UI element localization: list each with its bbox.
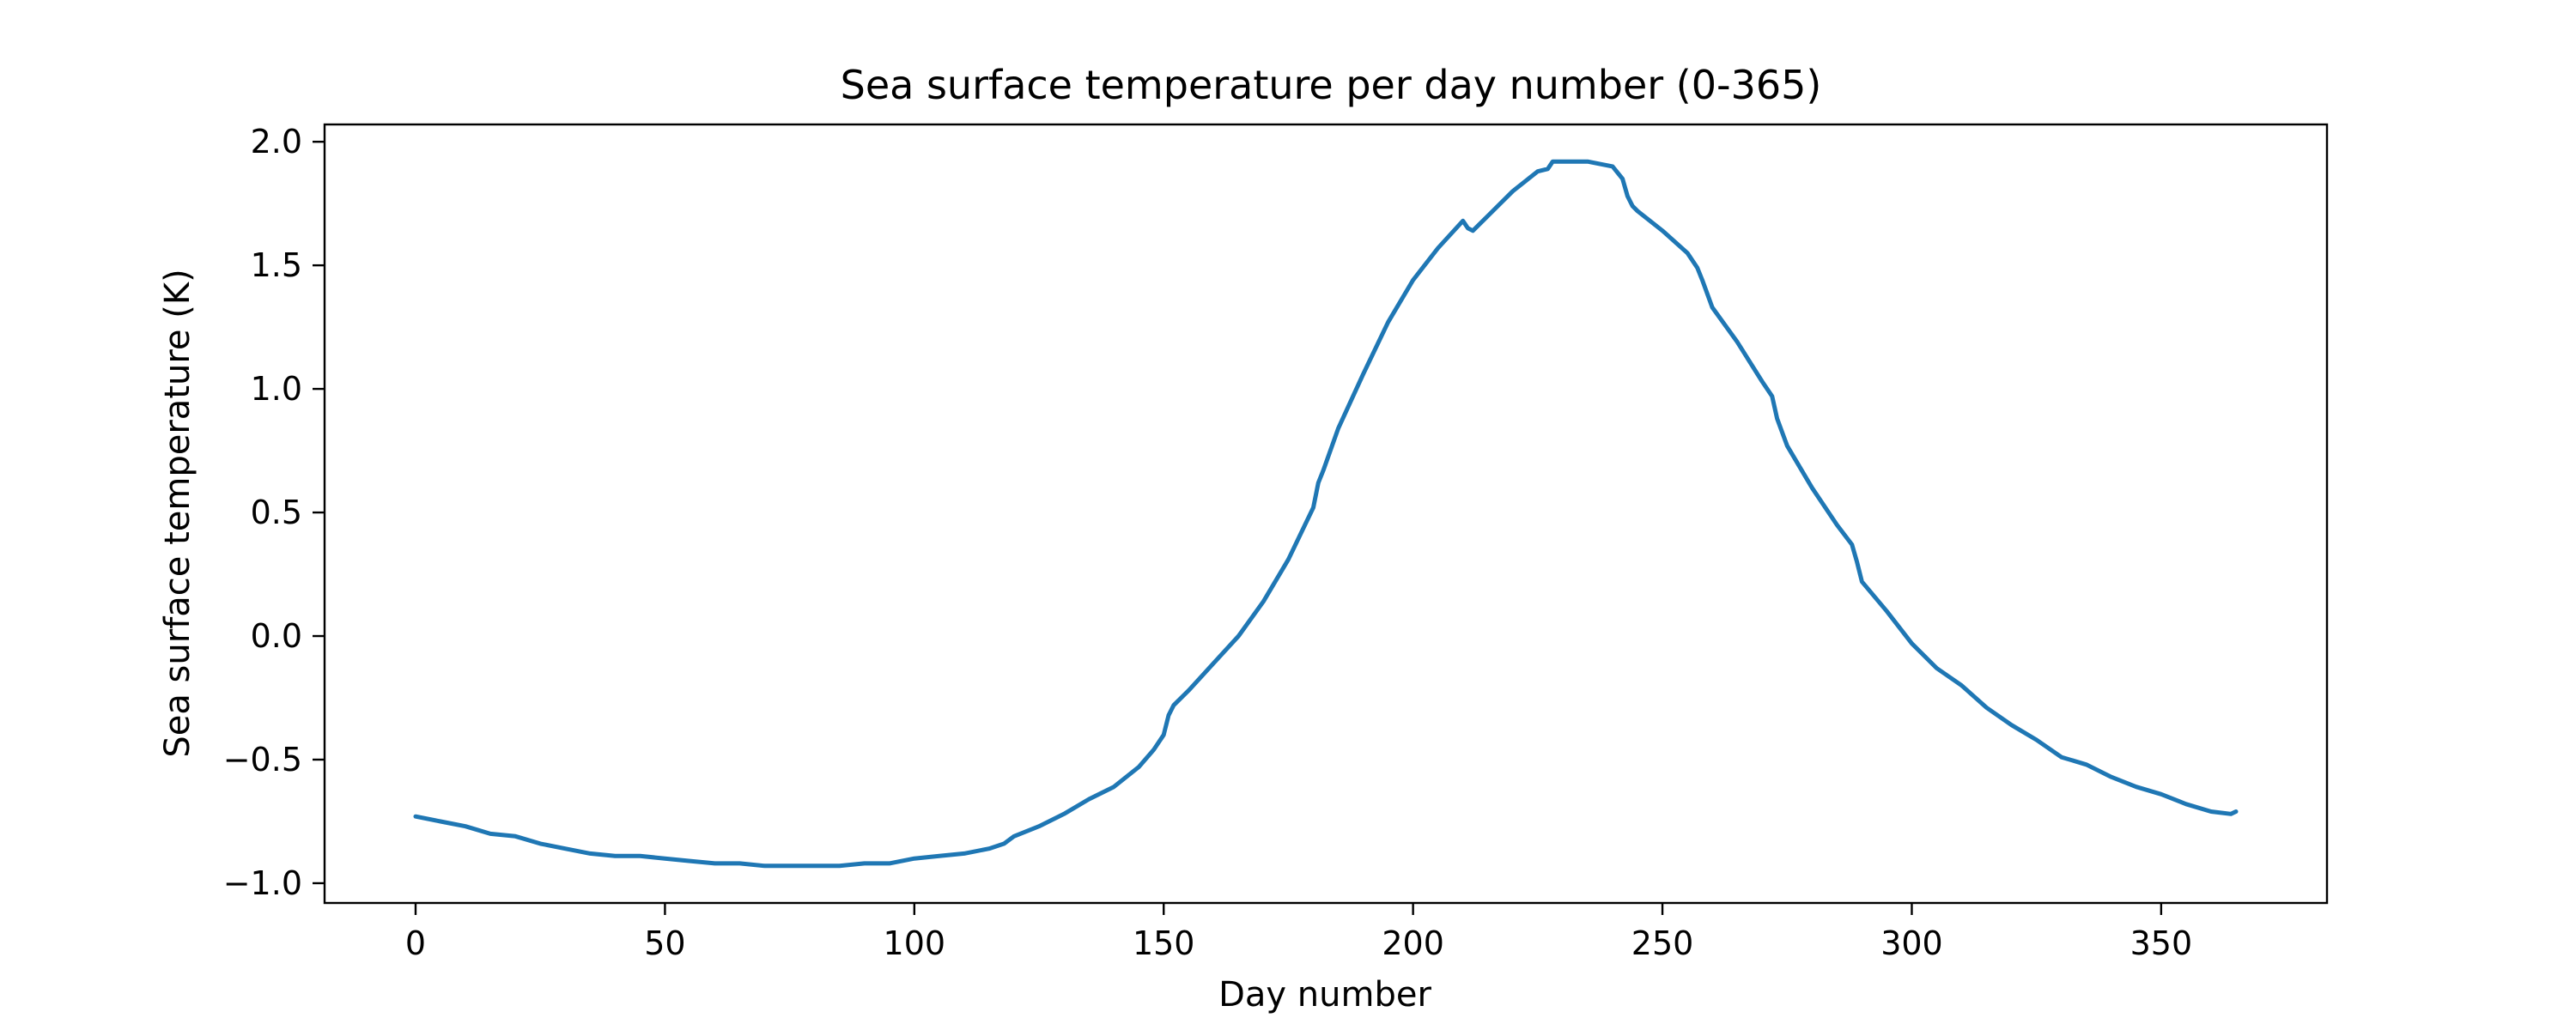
y-tick-label: −1.0 xyxy=(223,864,302,902)
x-axis-label: Day number xyxy=(1218,975,1431,1015)
x-tick-label: 300 xyxy=(1880,924,1943,962)
y-tick-label: 1.0 xyxy=(251,370,302,408)
y-tick-label: 0.5 xyxy=(251,494,302,531)
x-tick-label: 350 xyxy=(2130,924,2193,962)
x-tick-label: 150 xyxy=(1133,924,1195,962)
x-tick-label: 0 xyxy=(405,924,426,962)
y-tick-label: 0.0 xyxy=(251,617,302,655)
x-tick-label: 250 xyxy=(1631,924,1694,962)
y-tick-label: −0.5 xyxy=(223,741,302,779)
plot-area: 0 50 100 150 200 250 300 350 −1.0 −0.5 0.0 0.5 1.0 1… xyxy=(223,123,2329,962)
y-tick-label: 1.5 xyxy=(251,246,302,284)
x-tick-label: 100 xyxy=(884,924,946,962)
y-axis: −1.0 −0.5 0.0 0.5 1.0 1.5 2.0 xyxy=(223,123,325,902)
y-tick-label: 2.0 xyxy=(251,123,302,161)
chart-title: Sea surface temperature per day number (… xyxy=(841,62,1822,108)
x-tick-label: 200 xyxy=(1382,924,1444,962)
y-axis-label: Sea surface temperature (K) xyxy=(158,269,197,757)
plot-frame xyxy=(323,123,2329,905)
x-axis: 0 50 100 150 200 250 300 350 xyxy=(405,903,2192,962)
series-line xyxy=(413,159,2239,869)
x-tick-label: 50 xyxy=(644,924,685,962)
